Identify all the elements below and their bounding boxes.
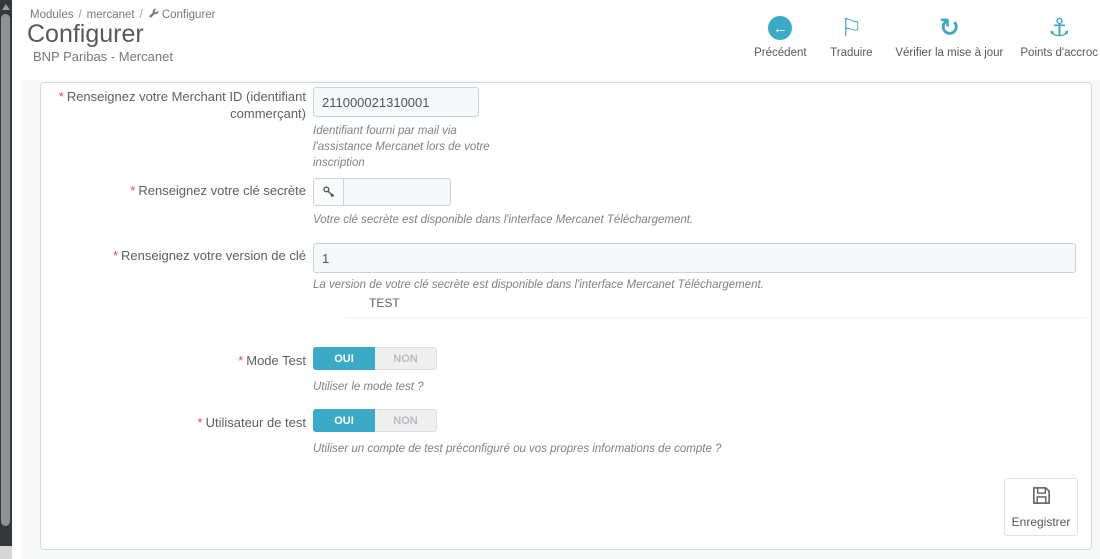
scrollbar-thumb[interactable]: [1, 14, 10, 526]
test-user-toggle-oui[interactable]: OUI: [313, 409, 375, 432]
anchor-icon: ⚓: [1047, 13, 1071, 42]
page-title: Configurer: [27, 20, 144, 48]
secret-key-input-group: [313, 178, 451, 206]
test-user-toggle-non[interactable]: NON: [375, 409, 437, 432]
required-marker: *: [58, 89, 64, 104]
refresh-icon: ↻: [938, 13, 960, 42]
secret-key-help: Votre clé secrète est disponible dans l'…: [313, 214, 694, 226]
test-user-toggle: OUI NON: [313, 409, 437, 432]
test-mode-toggle: OUI NON: [313, 347, 437, 370]
test-user-help: Utiliser un compte de test préconfiguré …: [313, 443, 722, 455]
required-marker: *: [197, 415, 203, 430]
merchant-id-input[interactable]: [313, 87, 479, 117]
test-mode-toggle-oui[interactable]: OUI: [313, 347, 375, 370]
page-subtitle: BNP Paribas - Mercanet: [33, 49, 173, 64]
key-icon: [313, 178, 343, 206]
save-button[interactable]: Enregistrer: [1004, 478, 1078, 536]
breadcrumb-mercanet-link[interactable]: mercanet: [86, 9, 135, 21]
test-mode-toggle-non[interactable]: NON: [375, 347, 437, 370]
required-marker: *: [238, 353, 244, 368]
required-marker: *: [130, 183, 136, 198]
save-button-label: Enregistrer: [1011, 515, 1071, 529]
translate-button-label: Traduire: [830, 47, 873, 59]
hooks-button-label: Points d'accroc: [1020, 47, 1098, 59]
breadcrumb-separator: /: [139, 9, 143, 21]
back-circle-icon: ←: [768, 13, 793, 43]
secret-key-input[interactable]: [343, 178, 451, 206]
test-section-label: TEST: [369, 296, 400, 310]
config-form-panel: * Renseignez votre Merchant ID (identifia…: [40, 82, 1092, 550]
hooks-button[interactable]: ⚓ Points d'accroc: [1020, 13, 1098, 59]
breadcrumb: Modules / mercanet / Configurer: [30, 8, 216, 22]
back-button-label: Précédent: [754, 47, 807, 59]
required-marker: *: [112, 248, 118, 263]
secret-key-label: * Renseignez votre clé secrète: [130, 183, 306, 198]
check-update-button[interactable]: ↻ Vérifier la mise à jour: [895, 13, 1003, 59]
admin-page: Modules / mercanet / Configurer Configurer B…: [12, 0, 1100, 559]
test-mode-help: Utiliser le mode test ?: [313, 381, 424, 393]
scrollbar-up-arrow-icon[interactable]: [2, 4, 10, 10]
floppy-disk-icon: [1031, 485, 1052, 511]
wrench-icon: [148, 8, 159, 22]
test-mode-label: * Mode Test: [238, 353, 306, 368]
toolbar: ← Précédent ⚐ Traduire ↻ Vérifier la mis…: [753, 13, 1100, 59]
back-button[interactable]: ← Précédent: [753, 13, 807, 59]
scrollbar-bottom-cap: [0, 546, 12, 559]
breadcrumb-current: Configurer: [161, 9, 216, 21]
translate-button[interactable]: ⚐ Traduire: [824, 13, 878, 59]
check-update-button-label: Vérifier la mise à jour: [895, 47, 1004, 59]
test-user-label: * Utilisateur de test: [197, 415, 307, 430]
key-version-input[interactable]: [313, 243, 1076, 273]
scrollbar-track: [0, 0, 12, 559]
breadcrumb-separator: /: [78, 9, 82, 21]
merchant-id-help: Identifiant fourni par mail via l'assist…: [313, 125, 490, 169]
flag-icon: ⚐: [840, 13, 863, 42]
test-section-divider: [346, 317, 1086, 318]
breadcrumb-modules-link[interactable]: Modules: [30, 9, 74, 21]
merchant-id-label: * Renseignez votre Merchant ID (identifia…: [58, 89, 306, 121]
key-version-help: La version de votre clé secrète est disp…: [313, 279, 764, 291]
key-version-label: * Renseignez votre version de clé: [112, 248, 306, 263]
